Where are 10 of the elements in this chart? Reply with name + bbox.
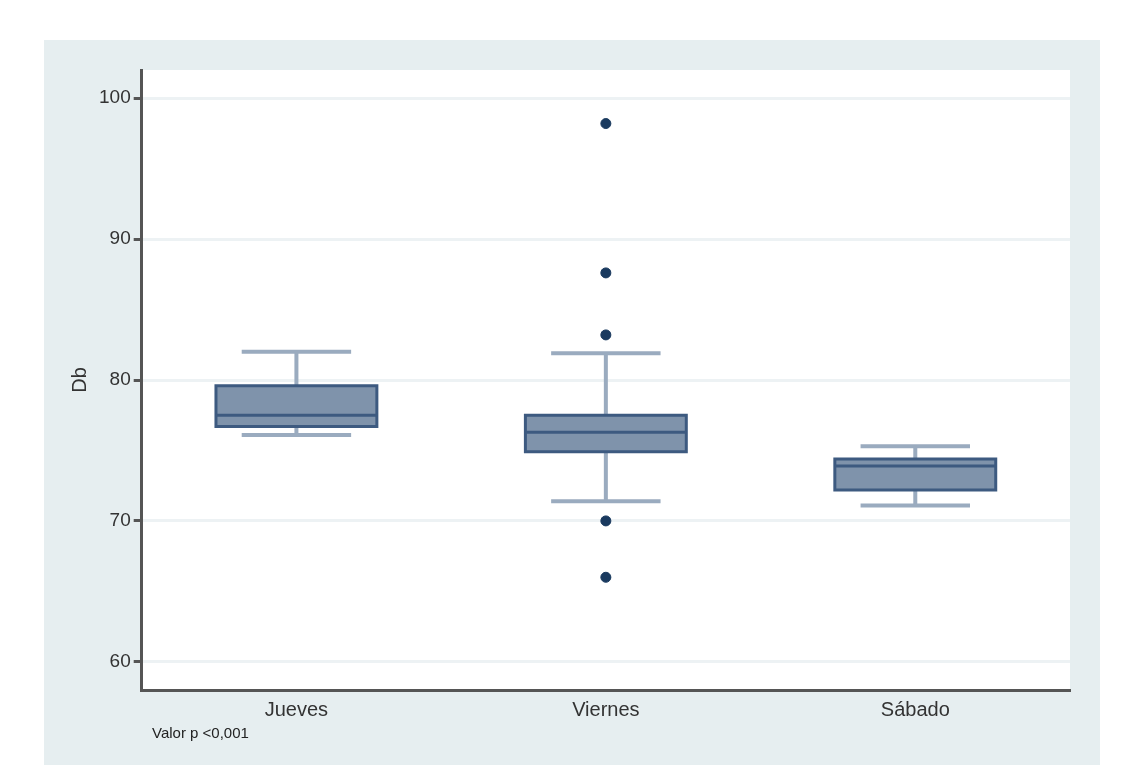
x-tick-label: Viernes [572,697,640,720]
y-tick-label: 100 [99,86,131,108]
y-tick-label: 70 [109,509,131,531]
text: Valor p <0,001 [152,724,249,741]
y-axis-title: Db [67,367,90,393]
y-tick-label: 90 [109,227,131,249]
y-tick-label: 80 [109,368,131,390]
y-tick-label: 60 [109,650,131,672]
x-tick-label: Sábado [880,697,950,720]
x-tick-label: Jueves [264,697,329,720]
